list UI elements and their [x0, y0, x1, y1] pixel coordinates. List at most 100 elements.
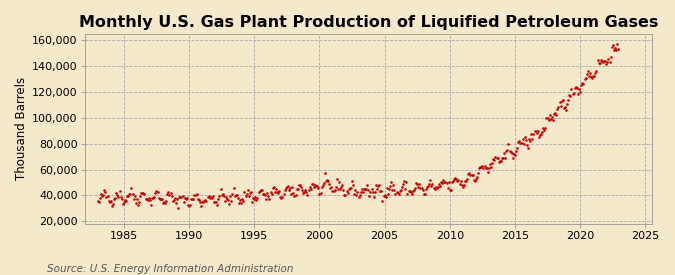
Point [554, 100, 565, 104]
Point [294, 183, 304, 187]
Title: Monthly U.S. Gas Plant Production of Liquified Petroleum Gases: Monthly U.S. Gas Plant Production of Liq… [78, 15, 658, 30]
Point [314, 192, 325, 197]
Point [427, 182, 438, 186]
Point [326, 185, 337, 189]
Point [305, 186, 316, 191]
Point [527, 137, 538, 141]
Point [99, 188, 110, 192]
Point [575, 89, 586, 94]
Point [273, 191, 284, 195]
Point [291, 187, 302, 191]
Point [160, 201, 171, 205]
Point [119, 197, 130, 202]
Point [567, 91, 578, 96]
Point [543, 118, 554, 123]
Point [298, 191, 308, 196]
Point [426, 183, 437, 188]
Point [366, 187, 377, 191]
Point [363, 188, 374, 192]
Point [394, 189, 405, 193]
Point [524, 138, 535, 143]
Point [219, 194, 230, 199]
Point [227, 192, 238, 196]
Point [190, 193, 201, 198]
Point [246, 190, 256, 194]
Point [470, 177, 481, 182]
Point [375, 189, 385, 193]
Point [103, 198, 114, 203]
Point [456, 183, 467, 187]
Point [429, 187, 440, 191]
Point [379, 192, 390, 197]
Point [441, 181, 452, 185]
Point [242, 188, 253, 192]
Point [572, 86, 583, 90]
Point [213, 196, 224, 201]
Point [606, 45, 617, 50]
Point [489, 158, 500, 162]
Point [360, 186, 371, 191]
Point [194, 200, 205, 205]
Point [453, 178, 464, 182]
Point [344, 186, 355, 190]
Point [493, 160, 504, 164]
Point [288, 191, 299, 195]
Point [234, 201, 244, 205]
Point [468, 178, 479, 183]
Point [287, 185, 298, 189]
Point [594, 61, 605, 65]
Point [522, 143, 533, 147]
Point [501, 148, 512, 153]
Point [284, 187, 294, 192]
Point [232, 193, 242, 197]
Point [487, 161, 497, 165]
Point [149, 195, 160, 199]
Point [350, 188, 360, 192]
Point [240, 194, 251, 199]
Point [319, 181, 329, 185]
Point [212, 203, 223, 208]
Point [415, 185, 426, 190]
Point [483, 166, 494, 170]
Point [383, 192, 394, 196]
Point [477, 164, 488, 168]
Point [605, 55, 616, 59]
Point [351, 192, 362, 197]
Point [130, 194, 140, 198]
Point [597, 60, 608, 64]
Point [141, 196, 152, 201]
Point [535, 133, 545, 138]
Point [431, 186, 442, 190]
Point [324, 182, 335, 186]
Point [244, 194, 254, 198]
Point [137, 191, 148, 195]
Point [531, 131, 542, 135]
Point [333, 180, 344, 184]
Point [98, 193, 109, 197]
Point [512, 146, 522, 151]
Point [244, 191, 255, 196]
Point [539, 128, 549, 132]
Point [117, 202, 128, 206]
Point [465, 172, 476, 177]
Point [526, 132, 537, 137]
Point [265, 190, 276, 194]
Point [155, 196, 165, 201]
Point [171, 201, 182, 205]
Point [587, 76, 597, 80]
Point [383, 187, 394, 191]
Point [556, 99, 567, 103]
Point [485, 162, 495, 167]
Point [452, 179, 463, 183]
Point [308, 182, 319, 186]
Point [556, 104, 566, 108]
Point [292, 187, 303, 191]
Point [157, 201, 168, 205]
Point [510, 153, 520, 157]
Point [372, 187, 383, 191]
Point [285, 185, 296, 190]
Point [127, 192, 138, 197]
Point [223, 198, 234, 202]
Point [461, 178, 472, 183]
Point [202, 194, 213, 199]
